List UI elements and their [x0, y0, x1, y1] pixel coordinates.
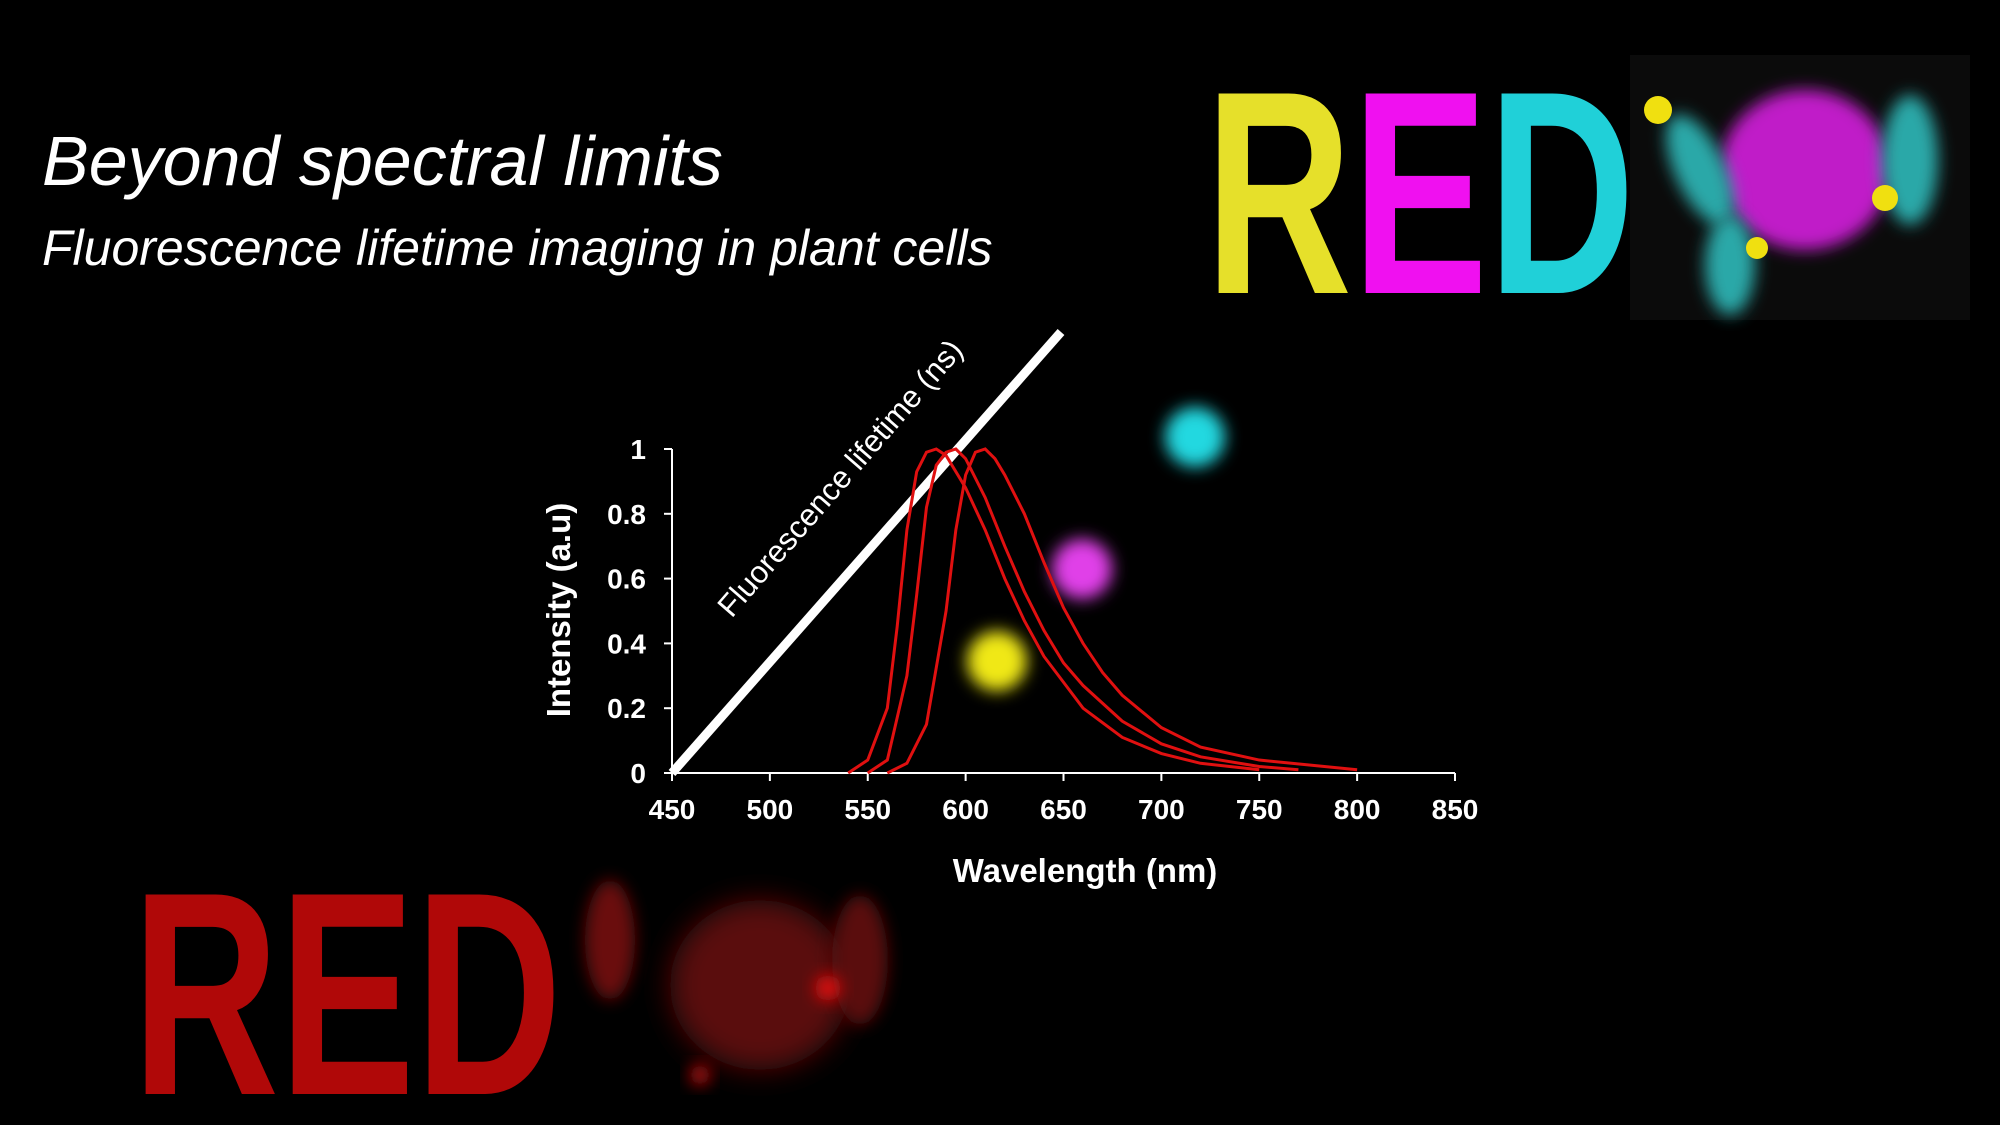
logo-top: RED: [1205, 31, 1635, 355]
y-tick-label: 1: [630, 434, 646, 465]
blob: [1872, 185, 1898, 211]
blob: [670, 900, 850, 1070]
x-tick-label: 500: [747, 794, 794, 825]
x-tick-label: 800: [1334, 794, 1381, 825]
blob: [1665, 114, 1735, 226]
blob: [585, 880, 635, 1000]
spectrum-line: [886, 447, 1358, 775]
logo-letter: R: [1205, 31, 1352, 355]
subtitle: Fluorescence lifetime imaging in plant c…: [42, 220, 992, 276]
y-tick-label: 0.8: [607, 499, 646, 530]
y-tick-label: 0.4: [607, 628, 646, 659]
blob: [1644, 96, 1672, 124]
x-tick-label: 650: [1040, 794, 1087, 825]
dot: [1165, 407, 1225, 467]
y-tick-label: 0: [630, 758, 646, 789]
y-axis-label: Intensity (a.u): [540, 503, 577, 718]
blob: [1746, 237, 1768, 259]
logo-letter: E: [1352, 31, 1488, 355]
x-tick-label: 700: [1138, 794, 1185, 825]
x-axis-label: Wavelength (nm): [953, 852, 1218, 889]
title: Beyond spectral limits: [42, 122, 723, 200]
y-tick-label: 0.2: [607, 693, 646, 724]
spectrum-line: [866, 447, 1299, 775]
blob: [832, 895, 888, 1025]
blob: [690, 1065, 710, 1085]
blob: [1705, 215, 1755, 315]
cell-image-bottom: RED: [132, 832, 888, 1125]
spectrum-line: [847, 447, 1260, 775]
blob: [815, 975, 841, 1001]
y-tick-label: 0.6: [607, 564, 646, 595]
x-tick-label: 850: [1432, 794, 1479, 825]
logo-letter: D: [1488, 31, 1635, 355]
dot: [1052, 539, 1112, 599]
x-tick-label: 550: [844, 794, 891, 825]
x-tick-label: 450: [649, 794, 696, 825]
dot: [967, 631, 1027, 691]
blob: [1720, 90, 1890, 250]
x-tick-label: 600: [942, 794, 989, 825]
x-tick-label: 750: [1236, 794, 1283, 825]
cell-image-top: RED: [1205, 31, 1970, 355]
logo-bottom: RED: [132, 832, 562, 1125]
lifetime-arrow: [668, 329, 1065, 776]
